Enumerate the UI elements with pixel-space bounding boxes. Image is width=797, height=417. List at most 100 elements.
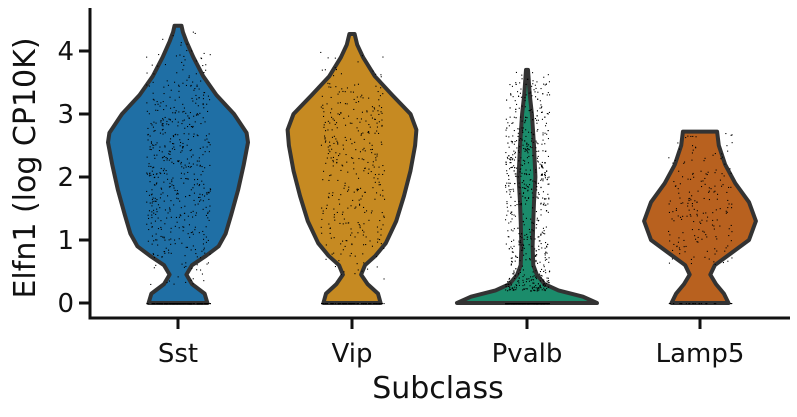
y-tick-label: 1 — [57, 226, 74, 256]
strip-point — [523, 274, 525, 276]
strip-point — [691, 203, 693, 205]
strip-point — [536, 189, 538, 191]
strip-point — [535, 250, 537, 252]
x-tick-label-pvalb: Pvalb — [492, 339, 563, 369]
strip-point — [726, 211, 728, 213]
strip-point — [182, 146, 184, 148]
strip-point — [179, 139, 181, 141]
strip-point — [173, 204, 175, 206]
strip-point — [173, 283, 175, 285]
strip-point — [693, 176, 695, 178]
strip-point — [526, 233, 528, 235]
strip-point — [525, 83, 527, 85]
strip-point — [525, 119, 527, 121]
strip-point — [363, 262, 365, 264]
y-tick-label: 0 — [57, 289, 74, 319]
strip-point — [536, 288, 538, 290]
strip-point — [325, 207, 327, 209]
strip-point — [202, 208, 204, 210]
strip-point — [363, 170, 365, 172]
strip-point — [708, 199, 710, 201]
strip-point — [185, 265, 187, 267]
strip-point — [151, 124, 153, 126]
strip-point — [536, 110, 538, 112]
strip-point — [383, 170, 385, 172]
strip-point — [204, 195, 206, 197]
strip-point — [540, 88, 542, 90]
strip-point — [330, 112, 332, 114]
strip-point — [171, 303, 173, 305]
strip-point — [525, 169, 527, 171]
strip-point — [521, 138, 523, 140]
strip-point — [697, 241, 699, 243]
strip-point — [517, 135, 519, 137]
strip-point — [729, 168, 731, 170]
strip-point — [521, 233, 523, 235]
strip-point — [342, 90, 344, 92]
strip-point — [367, 131, 369, 133]
strip-point — [668, 230, 670, 232]
strip-point — [207, 217, 209, 219]
strip-point — [173, 143, 175, 145]
strip-point — [544, 233, 546, 235]
strip-point — [338, 303, 340, 305]
strip-point — [182, 226, 184, 228]
strip-point — [532, 207, 534, 209]
strip-point — [328, 197, 330, 199]
strip-point — [150, 142, 152, 144]
strip-point — [186, 178, 188, 180]
strip-point — [508, 155, 510, 157]
strip-point — [344, 185, 346, 187]
strip-point — [344, 91, 346, 93]
strip-point — [541, 167, 543, 169]
strip-point — [186, 144, 188, 146]
strip-point — [159, 303, 161, 305]
strip-point — [731, 231, 733, 233]
strip-point — [161, 188, 163, 190]
strip-point — [161, 256, 163, 258]
strip-point — [530, 237, 532, 239]
strip-point — [513, 116, 515, 118]
strip-point — [714, 172, 716, 174]
strip-point — [540, 214, 542, 216]
strip-point — [205, 206, 207, 208]
strip-point — [363, 223, 365, 225]
strip-point — [536, 186, 538, 188]
strip-point — [331, 116, 333, 118]
strip-point — [187, 166, 189, 168]
strip-point — [522, 269, 524, 271]
strip-point — [689, 197, 691, 199]
strip-point — [519, 82, 521, 84]
strip-point — [162, 192, 164, 194]
strip-point — [328, 223, 330, 225]
strip-point — [507, 236, 509, 238]
strip-point — [325, 303, 327, 305]
strip-point — [538, 236, 540, 238]
strip-point — [185, 112, 187, 114]
strip-point — [209, 144, 211, 146]
strip-point — [520, 175, 522, 177]
strip-point — [182, 82, 184, 84]
strip-point — [187, 126, 189, 128]
strip-point — [537, 155, 539, 157]
strip-point — [199, 184, 201, 186]
strip-point — [335, 303, 337, 305]
strip-point — [669, 240, 671, 242]
strip-point — [344, 303, 346, 305]
strip-point — [180, 141, 182, 143]
strip-point — [187, 233, 189, 235]
strip-point — [513, 272, 515, 274]
strip-point — [189, 195, 191, 197]
strip-point — [160, 173, 162, 175]
strip-point — [692, 145, 694, 147]
strip-point — [330, 96, 332, 98]
strip-point — [524, 120, 526, 122]
strip-point — [173, 187, 175, 189]
strip-point — [673, 303, 675, 305]
strip-point — [524, 197, 526, 199]
strip-point — [507, 230, 509, 232]
strip-point — [543, 283, 545, 285]
strip-point — [360, 134, 362, 136]
strip-point — [535, 276, 537, 278]
strip-point — [148, 194, 150, 196]
